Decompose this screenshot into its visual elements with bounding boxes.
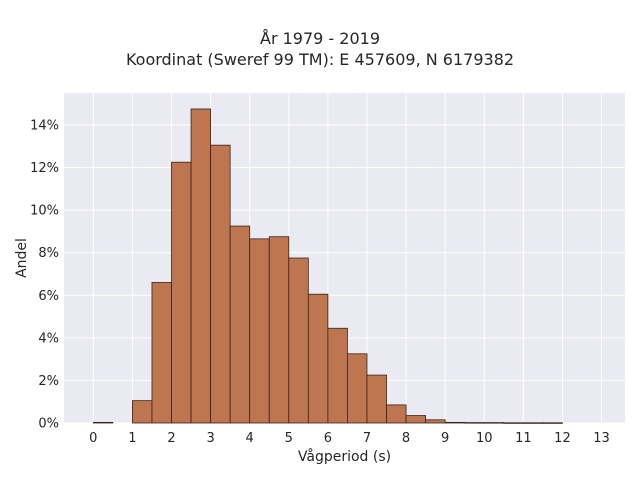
x-tick-label: 10 [476,431,493,446]
x-tick-label: 13 [593,431,610,446]
histogram-bar [483,422,505,424]
y-tick-labels: 0% 2% 4% 6% 8% 10% 12% 14% [30,118,59,431]
x-tick-label: 12 [554,431,571,446]
histogram-bar [542,422,563,424]
x-tick-label: 4 [246,431,254,446]
histogram-bar [92,421,114,424]
x-axis-label: Vågperiod (s) [298,448,391,465]
y-tick-label: 2% [38,374,59,389]
x-tick-label: 6 [324,431,332,446]
histogram-bar [347,353,368,424]
x-tick-labels: 0 1 2 3 4 5 6 7 8 9 10 11 12 13 [89,431,610,446]
histogram-bar [444,421,466,424]
histogram-bar [171,161,192,424]
histogram-bars [92,108,563,424]
y-tick-label: 14% [30,118,59,133]
x-tick-label: 8 [402,431,410,446]
x-tick-label: 5 [285,431,293,446]
histogram-bar [405,415,427,424]
y-tick-label: 10% [30,204,59,219]
histogram-bar [210,144,231,424]
x-tick-label: 1 [128,431,136,446]
x-tick-label: 0 [89,431,97,446]
histogram-bar [522,422,544,424]
histogram-bar [190,108,212,424]
histogram-bar [327,327,348,424]
histogram-bar [249,238,270,424]
histogram-bar [366,374,387,424]
x-tick-label: 3 [206,431,214,446]
x-tick-label: 9 [441,431,449,446]
chart-title-line-1: År 1979 - 2019 [260,29,380,48]
y-tick-label: 0% [38,417,59,432]
histogram-bar [386,404,407,424]
histogram-bar [288,257,309,424]
histogram-bar [132,400,153,424]
histogram-bar [425,419,446,424]
x-tick-label: 7 [363,431,371,446]
x-tick-label: 2 [167,431,175,446]
chart-title-line-2: Koordinat (Sweref 99 TM): E 457609, N 61… [125,50,515,69]
histogram-bar [464,422,485,424]
x-tick-label: 11 [515,431,532,446]
y-axis-label: Andel [14,238,30,278]
histogram-bar [151,282,172,424]
y-tick-label: 8% [38,246,59,261]
y-tick-label: 12% [30,161,59,176]
histogram-bar [503,422,524,424]
y-tick-label: 4% [38,331,59,346]
histogram-bar [229,225,251,424]
y-tick-label: 6% [38,289,59,304]
histogram-bar [268,236,290,424]
histogram-bar [307,293,329,424]
